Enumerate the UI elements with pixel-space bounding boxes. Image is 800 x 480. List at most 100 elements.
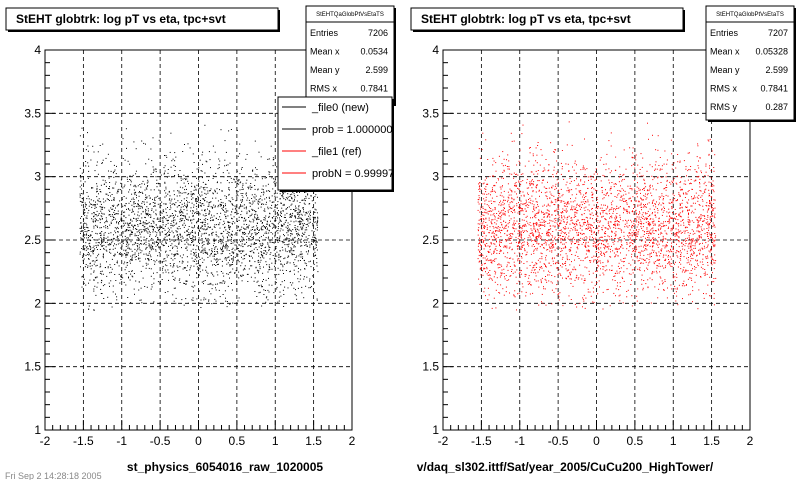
data-point [251, 213, 253, 215]
data-point [246, 199, 248, 201]
data-point [229, 259, 230, 261]
data-point [229, 277, 230, 279]
data-point [514, 252, 516, 254]
data-point [174, 279, 176, 281]
data-point [126, 176, 128, 178]
data-point [590, 295, 592, 297]
data-point [305, 212, 307, 214]
data-point [664, 267, 666, 269]
data-point [316, 262, 318, 264]
data-point [621, 195, 623, 197]
data-point [239, 251, 241, 253]
data-point [258, 292, 260, 294]
data-point [688, 247, 690, 249]
data-point [549, 250, 551, 252]
data-point [83, 234, 85, 236]
data-point [532, 200, 534, 202]
data-point [163, 228, 165, 229]
data-point [292, 212, 294, 214]
data-point [492, 231, 494, 233]
data-point [186, 206, 187, 208]
data-point [137, 204, 139, 206]
data-point [85, 284, 87, 286]
data-point [708, 250, 710, 252]
data-point [509, 173, 511, 175]
data-point [159, 283, 161, 285]
data-point [81, 225, 83, 227]
data-point [661, 177, 663, 178]
data-point [179, 282, 181, 283]
data-point [276, 251, 278, 253]
data-point [85, 161, 87, 162]
data-point [105, 182, 107, 184]
data-point [665, 224, 667, 226]
data-point [500, 232, 501, 234]
data-point [192, 230, 193, 231]
data-point [249, 220, 250, 222]
data-point [236, 229, 238, 231]
data-point [251, 203, 253, 205]
data-point [170, 200, 172, 202]
data-point [206, 252, 208, 254]
data-point [146, 246, 148, 248]
data-point [84, 212, 86, 213]
data-point [191, 202, 193, 204]
data-point [188, 216, 190, 218]
data-point [126, 264, 128, 266]
data-point [693, 253, 695, 255]
data-point [558, 208, 560, 210]
data-point [126, 253, 128, 255]
data-point [239, 244, 240, 246]
data-point [660, 228, 661, 230]
data-point [662, 237, 664, 239]
data-point [252, 170, 254, 172]
data-point [238, 277, 240, 279]
data-point [119, 239, 120, 241]
data-point [109, 272, 111, 274]
data-point [219, 222, 221, 224]
data-point [131, 259, 132, 261]
data-point [594, 259, 596, 261]
data-point [232, 257, 234, 259]
data-point [589, 236, 591, 238]
data-point [120, 189, 122, 191]
data-point [211, 216, 213, 218]
data-point [147, 228, 149, 230]
data-point [500, 242, 502, 243]
data-point [542, 302, 544, 304]
data-point [222, 172, 224, 174]
data-point [271, 195, 273, 197]
data-point [232, 253, 234, 255]
data-point [242, 231, 243, 233]
data-point [619, 166, 621, 168]
data-point [117, 213, 119, 215]
data-point [280, 212, 282, 214]
data-point [230, 240, 232, 242]
data-point [259, 261, 261, 263]
data-point [713, 297, 715, 299]
data-point [148, 195, 150, 197]
data-point [669, 256, 671, 258]
data-point [585, 228, 587, 229]
data-point [273, 225, 275, 227]
data-point [512, 226, 514, 228]
data-point [156, 218, 158, 220]
data-point [578, 185, 580, 187]
data-point [241, 210, 243, 212]
data-point [267, 237, 269, 239]
data-point [554, 211, 556, 212]
data-point [312, 225, 314, 227]
data-point [167, 222, 169, 224]
data-point [82, 235, 84, 237]
data-point [241, 167, 243, 168]
data-point [254, 173, 256, 175]
data-point [286, 251, 288, 253]
data-point [706, 273, 708, 275]
data-point [525, 199, 527, 201]
data-point [291, 254, 293, 256]
data-point [247, 273, 249, 275]
data-point [304, 229, 306, 231]
data-point [171, 272, 173, 274]
data-point [197, 205, 199, 207]
data-point [145, 247, 147, 249]
